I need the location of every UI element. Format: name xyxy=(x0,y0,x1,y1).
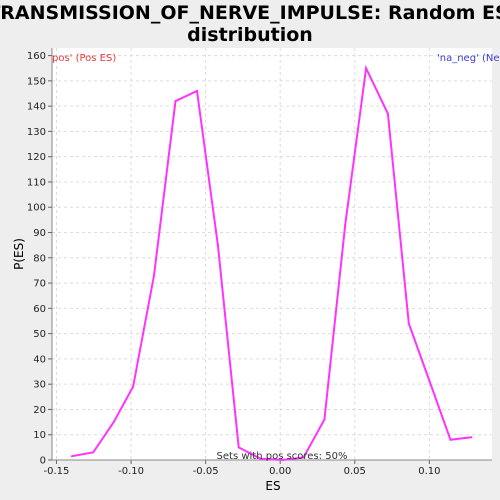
chart-title-line-1: TRANSMISSION_OF_NERVE_IMPULSE: Random ES xyxy=(0,2,500,24)
y-tick-label: 100 xyxy=(27,203,46,214)
y-axis-label: P(ES) xyxy=(12,238,26,270)
y-tick-label: 30 xyxy=(33,380,46,391)
data-point xyxy=(323,418,326,421)
data-point xyxy=(386,112,389,115)
y-tick-label: 110 xyxy=(27,177,46,188)
y-tick-label: 0 xyxy=(40,456,46,467)
y-tick-label: 90 xyxy=(33,228,46,239)
y-tick-label: 150 xyxy=(27,76,46,87)
x-tick-label: -0.10 xyxy=(118,466,144,477)
plot-area xyxy=(52,48,492,460)
data-point xyxy=(70,455,73,458)
data-point xyxy=(428,380,431,383)
data-point xyxy=(216,244,219,247)
y-tick-label: 40 xyxy=(33,354,46,365)
y-tick-label: 140 xyxy=(27,102,46,113)
y-tick-label: 80 xyxy=(33,253,46,264)
data-point xyxy=(449,438,452,441)
series-points xyxy=(70,67,473,461)
x-tick-label: -0.05 xyxy=(193,466,219,477)
data-point xyxy=(470,436,473,439)
series-line xyxy=(71,64,472,462)
data-point xyxy=(195,89,198,92)
x-axis-ticks: -0.15 -0.10 -0.05 0.00 0.05 0.10 xyxy=(44,460,440,477)
y-tick-label: 160 xyxy=(27,51,46,62)
y-tick-label: 20 xyxy=(33,405,46,416)
data-point xyxy=(237,446,240,449)
x-tick-label: 0.10 xyxy=(418,466,440,477)
y-tick-label: 10 xyxy=(33,430,46,441)
x-tick-label: 0.05 xyxy=(344,466,366,477)
legend-pos-label: pos' (Pos ES) xyxy=(52,53,116,64)
data-point xyxy=(302,456,305,459)
data-point xyxy=(92,451,95,454)
data-point xyxy=(132,385,135,388)
y-tick-label: 60 xyxy=(33,304,46,315)
legend-neg-label: 'na_neg' (Ne xyxy=(437,53,500,64)
x-tick-label: -0.15 xyxy=(44,466,70,477)
data-point xyxy=(112,421,115,424)
y-tick-label: 120 xyxy=(27,152,46,163)
data-point xyxy=(174,100,177,103)
data-point xyxy=(407,322,410,325)
x-axis-label: ES xyxy=(265,479,280,493)
data-point xyxy=(281,459,284,461)
data-point xyxy=(344,223,347,226)
x-tick-label: 0.00 xyxy=(269,466,291,477)
grid xyxy=(52,48,492,461)
chart-title-line-2: distribution xyxy=(187,24,313,46)
y-tick-label: 70 xyxy=(33,279,46,290)
pos-scores-annotation: Sets with pos scores: 50% xyxy=(217,451,348,462)
data-point xyxy=(153,274,156,277)
data-point xyxy=(259,457,262,460)
y-axis-ticks: 0 10 20 30 40 50 60 70 80 90 100 110 120 130 140 150 160 xyxy=(27,51,52,467)
y-tick-label: 50 xyxy=(33,329,46,340)
y-tick-label: 130 xyxy=(27,127,46,138)
data-point xyxy=(365,67,368,70)
